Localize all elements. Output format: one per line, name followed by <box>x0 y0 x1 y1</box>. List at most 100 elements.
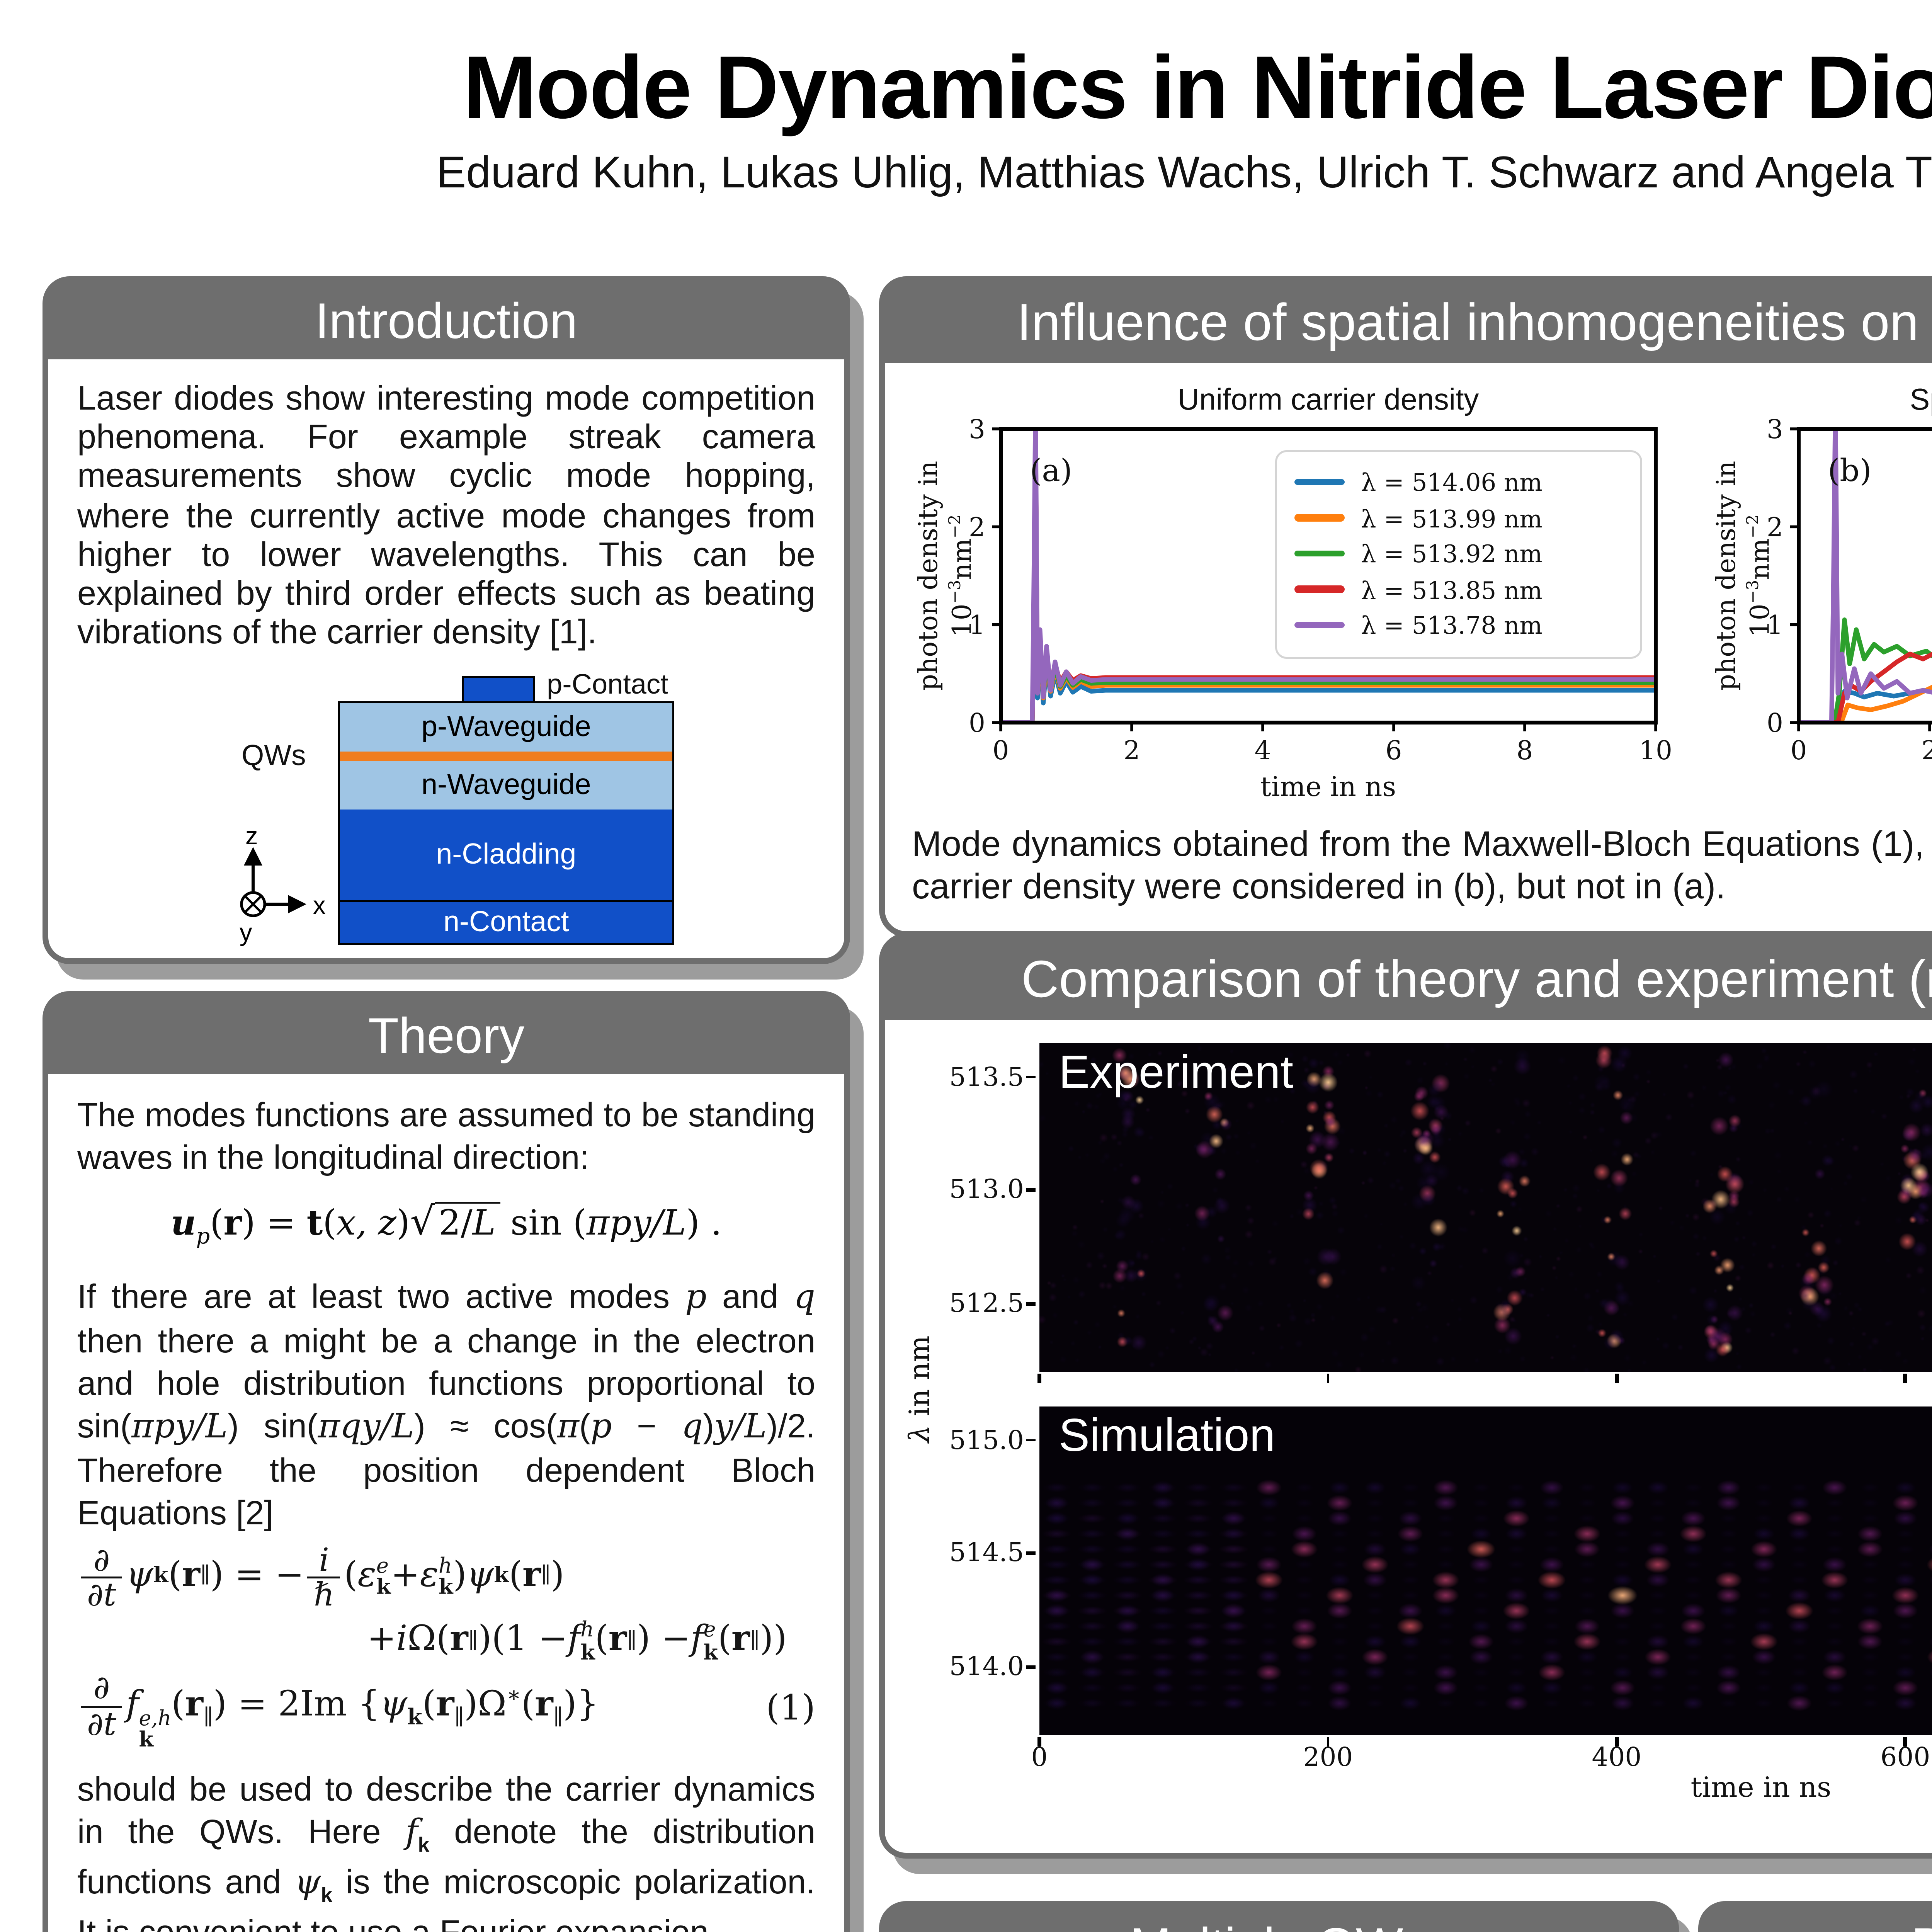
uniform-carrier-density-chart: 0 2 4 6 8 10 0 1 2 3 (a) Uniform carrier density tim… <box>908 371 1673 811</box>
equation-bloch-line3-body: ∂ ∂t f e,h k (r∥) = 2Im {ψk(r∥)Ω∗(r∥)} <box>77 1671 599 1752</box>
y-tick-label: 1 <box>1767 610 1783 640</box>
tick-mark <box>1026 1665 1036 1668</box>
legend-item: λ = 514.06 nm <box>1295 468 1624 497</box>
tick-mark <box>1038 1374 1041 1383</box>
tick-mark <box>1326 1737 1330 1747</box>
simulation-heatmap-canvas <box>1039 1406 1932 1735</box>
tick-mark <box>1038 1737 1041 1747</box>
theory-text: The modes functions are assumed to be st… <box>48 1074 844 1932</box>
diode-n-contact: n-Contact <box>340 899 672 942</box>
diode-n-waveguide: n-Waveguide <box>340 760 672 809</box>
tick-mark <box>1026 1302 1036 1305</box>
tick-mark <box>1326 1374 1330 1383</box>
simulation-panel-label: Simulation <box>1059 1410 1276 1463</box>
spectrogram-figure: λ in nm 513.5 513.0 512.5 Experiment 515… <box>904 1043 1932 1820</box>
coordinate-axes-icon: z x y <box>240 826 326 946</box>
equation-bloch-line1: ∂ ∂t ψ k(r ∥) = − i ℏ(ε e k + ε h k) ψ k(r ∥) <box>77 1543 815 1612</box>
experiment-y-ticks: 513.5 513.0 512.5 <box>939 1043 1039 1372</box>
y-tick-label: 0 <box>1767 707 1783 738</box>
x-tick-label: 2 <box>1124 735 1140 765</box>
x-tick-label: 600 <box>1880 1743 1930 1774</box>
legend-item: λ = 513.78 nm <box>1295 611 1624 640</box>
tick-mark <box>1615 1737 1618 1747</box>
x-tick-label: 0 <box>993 735 1009 765</box>
legend-label: λ = 514.06 nm <box>1361 468 1543 497</box>
diode-qws-label: QWs <box>242 739 306 772</box>
legend-item: λ = 513.99 nm <box>1295 503 1624 532</box>
y-tick-label: 513.0 <box>949 1175 1024 1206</box>
y-axis-label: photon density in 10−3nm−2 <box>1712 461 1777 691</box>
spectrogram-x-axis-label: time in ns <box>1690 1774 1832 1804</box>
influence-charts: 0 2 4 6 8 10 0 1 2 3 (a) Uniform carrier density tim… <box>885 363 1932 811</box>
diode-n-cladding: n-Cladding <box>340 808 672 900</box>
y-tick-label: 513.5 <box>949 1061 1024 1093</box>
tick-mark <box>1026 1552 1036 1555</box>
tick-mark <box>1903 1737 1907 1747</box>
legend-item: λ = 513.92 nm <box>1295 539 1624 568</box>
x-tick-label: 400 <box>1592 1743 1642 1774</box>
x-tick-label: 6 <box>1386 735 1402 765</box>
y-tick-label: 2 <box>969 512 985 542</box>
legend-label: λ = 513.85 nm <box>1361 575 1543 604</box>
poster-authors: Eduard Kuhn, Lukas Uhlig, Matthias Wachs… <box>436 147 1932 197</box>
influence-caption: Mode dynamics obtained from the Maxwell-… <box>912 823 1932 907</box>
equation-number: (1) <box>766 1689 816 1730</box>
y-tick-label: 2 <box>1767 512 1783 542</box>
theory-paragraph-carrier: should be used to describe the carrier d… <box>77 1769 815 1932</box>
legend: λ = 514.06 nm λ = 513.99 nm λ = 513.92 nm λ… <box>1276 449 1643 658</box>
section-influence: Influence of spatial inhomogeneities on … <box>879 276 1932 937</box>
legend-line-swatch <box>1295 514 1345 522</box>
x-tick-label: 4 <box>1255 735 1271 765</box>
spectrogram-x-ticks: 0 200 400 600 800 1000 <box>1031 1735 1932 1774</box>
theory-paragraph-active-modes: If there are at least two active modes p… <box>77 1277 815 1533</box>
section-header-multiple-qws: Multiple QWs <box>885 1907 1673 1932</box>
section-header-introduction: Introduction <box>48 282 844 359</box>
section-introduction: Introduction Laser diodes show interesti… <box>43 276 850 964</box>
legend-line-swatch <box>1295 586 1345 593</box>
axis-z-label: z <box>245 826 258 849</box>
y-tick-label: 512.5 <box>949 1288 1024 1319</box>
tick-mark <box>1026 1439 1036 1442</box>
tick-mark <box>1903 1374 1907 1383</box>
chart-title: Space-dependent carrier density <box>1910 383 1932 416</box>
y-tick-label: 515.0 <box>949 1425 1024 1456</box>
x-tick-label: 200 <box>1303 1743 1353 1774</box>
x-axis-label: time in ns <box>1799 773 1932 804</box>
x-tick-label: 8 <box>1517 735 1533 765</box>
series-line-513.92 nm <box>1799 617 1932 723</box>
series-line-514.06 nm <box>1799 685 1932 723</box>
tick-mark <box>1026 1189 1036 1192</box>
legend-label: λ = 513.99 nm <box>1361 503 1543 533</box>
experiment-spectrogram-panel: Experiment <box>1026 1043 1932 1383</box>
laser-diode-structure-diagram: p-Contact QWs p-Waveguide n-Waveguide n-… <box>48 664 844 957</box>
legend-line-swatch <box>1295 550 1345 558</box>
section-comparison: Comparison of theory and experiment (nit… <box>879 933 1932 1859</box>
y-tick-label: 514.0 <box>949 1651 1024 1682</box>
series-line-513.78 nm <box>1001 429 1656 723</box>
x-tick-label: 10 <box>1639 735 1672 765</box>
simulation-y-ticks: 515.0 514.5 514.0 <box>939 1406 1039 1735</box>
experiment-heatmap-canvas <box>1039 1043 1932 1372</box>
axis-y-label: y <box>240 917 252 946</box>
y-tick-label: 514.5 <box>949 1538 1024 1569</box>
panel-label: (b) <box>1828 452 1872 488</box>
introduction-text: Laser diodes show interesting mode compe… <box>77 379 815 652</box>
section-multiple-qws: Multiple QWs 0123450123time in nsElectro… <box>879 1901 1679 1932</box>
experiment-panel-label: Experiment <box>1059 1047 1293 1099</box>
legend-line-swatch <box>1295 622 1345 629</box>
section-header-comparison: Comparison of theory and experiment (nit… <box>885 939 1932 1020</box>
tick-mark <box>1026 1075 1036 1079</box>
y-tick-label: 3 <box>969 414 985 444</box>
equation-mode-function: up(r) = t(x, z)√ 2/L sin (πpy/L) . <box>170 1198 722 1250</box>
spectrogram-y-axis-label: λ in nm <box>906 1335 937 1443</box>
y-tick-label: 0 <box>969 707 985 738</box>
theory-paragraph-modes: The modes functions are assumed to be st… <box>77 1095 815 1177</box>
tick-mark <box>1615 1374 1618 1383</box>
y-tick-label: 3 <box>1767 414 1783 444</box>
y-tick-label: 1 <box>969 610 985 640</box>
diode-p-waveguide: p-Waveguide <box>340 702 672 751</box>
equation-bloch-line2: + i Ω(r ∥)(1 − f h k(r ∥) − f e k(r ∥)) <box>367 1617 787 1665</box>
